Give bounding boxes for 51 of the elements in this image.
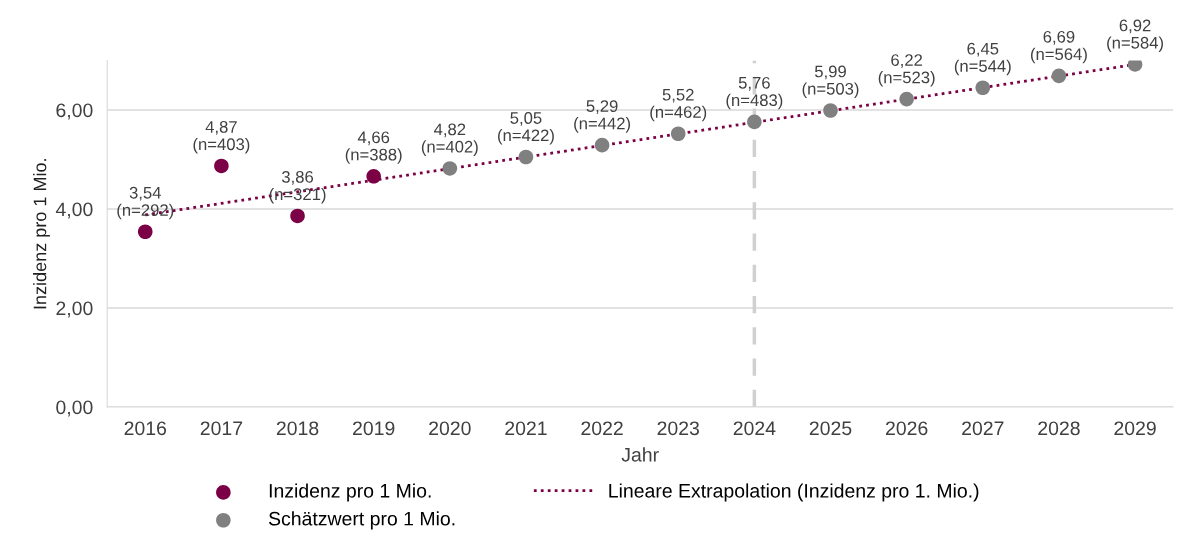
point <box>518 149 534 165</box>
x-tick-label: 2027 <box>962 421 1004 436</box>
x-tick-label: 2029 <box>1114 421 1156 436</box>
legend-label: Schätzwert pro 1 Mio. <box>268 511 455 530</box>
point <box>1127 60 1143 72</box>
point <box>670 126 686 142</box>
x-tick-label: 2021 <box>505 421 547 436</box>
x-tick-label: 2023 <box>657 421 700 436</box>
data-label: 3,54 (n=292) <box>117 186 174 220</box>
x-tick-label: 2019 <box>353 421 395 436</box>
data-label: 3,86 (n=321) <box>269 170 326 204</box>
x-tick-label: 2020 <box>429 421 471 436</box>
data-label: 5,29 (n=442) <box>574 100 631 133</box>
data-label: 6,22 (n=523) <box>878 54 935 87</box>
x-tick-label: 2017 <box>200 421 243 436</box>
x-tick-label: 2016 <box>124 421 167 436</box>
point <box>137 224 153 240</box>
data-label: 4,66 (n=388) <box>345 131 402 164</box>
x-tick-label: 2018 <box>276 421 319 436</box>
legend-label: Lineare Extrapolation (Inzidenz pro 1. Mio.) <box>609 483 979 502</box>
legend-label: Inzidenz pro 1 Mio. <box>269 483 431 502</box>
x-tick-label: 2026 <box>886 421 928 436</box>
point <box>214 158 229 174</box>
data-label: 5,05 (n=422) <box>498 112 554 145</box>
data-label: 6,45 (n=544) <box>954 42 1011 76</box>
point <box>594 137 610 153</box>
point <box>442 161 458 176</box>
y-tick-label: 4,00 <box>55 202 93 219</box>
data-label: 6,69 (n=564) <box>1031 30 1087 64</box>
data-label: 4,82 (n=402) <box>421 123 478 156</box>
point <box>366 169 381 184</box>
data-label: 6,92 (n=584) <box>1107 19 1163 52</box>
point <box>290 208 305 224</box>
x-tick-label: 2022 <box>581 421 623 436</box>
point <box>899 91 914 107</box>
y-tick-label: 2,00 <box>56 301 93 318</box>
data-label: 4,87 (n=403) <box>193 120 250 154</box>
data-label: 5,99 (n=503) <box>802 65 859 98</box>
y-axis-title: Inzidenz pro 1 Mio. <box>33 159 50 309</box>
y-tick-label: 6,00 <box>56 103 93 120</box>
x-tick-label: 2024 <box>733 421 776 436</box>
data-label: 5,76 (n=483) <box>726 76 783 110</box>
point <box>747 114 762 130</box>
point <box>975 80 991 96</box>
data-label: 5,52 (n=462) <box>650 88 707 122</box>
x-tick-label: 2025 <box>809 421 852 436</box>
x-tick-label: 2028 <box>1038 421 1080 436</box>
x-axis-title: Jahr <box>621 447 659 462</box>
point <box>1051 68 1067 84</box>
y-tick-label: 0,00 <box>56 400 93 417</box>
point <box>823 103 838 118</box>
